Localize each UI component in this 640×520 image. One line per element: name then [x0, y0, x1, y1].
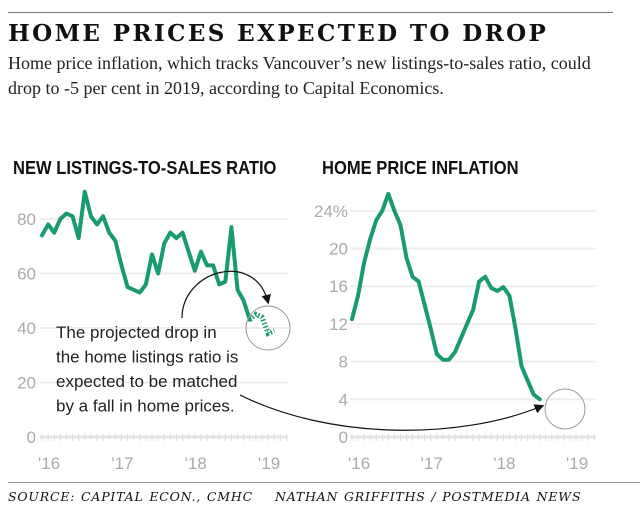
annotation-text: expected to be matched [56, 372, 237, 391]
left-chart-title: NEW LISTINGS-TO-SALES RATIO [13, 158, 277, 178]
y-tick-label: 20 [17, 374, 36, 393]
y-tick-label: 40 [17, 319, 36, 338]
y-tick-label: 80 [17, 210, 36, 229]
listings-ratio-chart: 0 20 40 60 80 '16 '17 '18 '19 [17, 189, 288, 473]
source-text: SOURCE: CAPITAL ECON., CMHC [8, 489, 253, 504]
curved-arrow [239, 394, 545, 431]
x-tick-label: '17 [421, 454, 443, 473]
y-tick-label: 12 [329, 315, 348, 334]
right-chart-title: HOME PRICE INFLATION [322, 158, 519, 178]
x-tick-label: '17 [111, 454, 133, 473]
x-tick-label: '18 [185, 454, 207, 473]
x-tick-label: '19 [566, 454, 588, 473]
y-tick-label: 8 [339, 353, 348, 372]
bottom-rule [8, 482, 640, 483]
chart-title: HOME PRICES EXPECTED TO DROP [8, 20, 549, 47]
home-price-inflation-chart: 0 4 8 12 16 20 24% '16 '17 '18 '19 [314, 191, 596, 473]
credit-text: NATHAN GRIFFITHS / POSTMEDIA NEWS [274, 489, 582, 504]
y-tick-label: 4 [339, 390, 348, 409]
data-line [40, 189, 252, 322]
x-tick-label: '16 [348, 454, 370, 473]
chart-subtitle: Home price inflation, which tracks Vanco… [8, 53, 591, 98]
highlight-circle [544, 388, 586, 430]
x-tick-label: '19 [258, 454, 280, 473]
annotation-text: by a fall in home prices. [56, 397, 235, 416]
annotation-text: The projected drop in [56, 323, 217, 342]
x-tick-label: '16 [38, 454, 60, 473]
y-tick-label: 0 [27, 428, 36, 447]
highlight-circle [245, 305, 291, 351]
curved-arrow [181, 270, 271, 319]
y-tick-label: 20 [329, 240, 348, 259]
y-tick-label: 24% [314, 202, 348, 221]
top-rule [8, 12, 613, 13]
footer: SOURCE: CAPITAL ECON., CMHC NATHAN GRIFFI… [8, 489, 603, 504]
projection-line [248, 311, 276, 337]
y-tick-label: 0 [339, 428, 348, 447]
x-tick-label: '18 [493, 454, 515, 473]
data-line [350, 191, 542, 402]
annotation-text: the home listings ratio is [56, 348, 238, 367]
y-tick-label: 60 [17, 265, 36, 284]
y-tick-label: 16 [329, 277, 348, 296]
